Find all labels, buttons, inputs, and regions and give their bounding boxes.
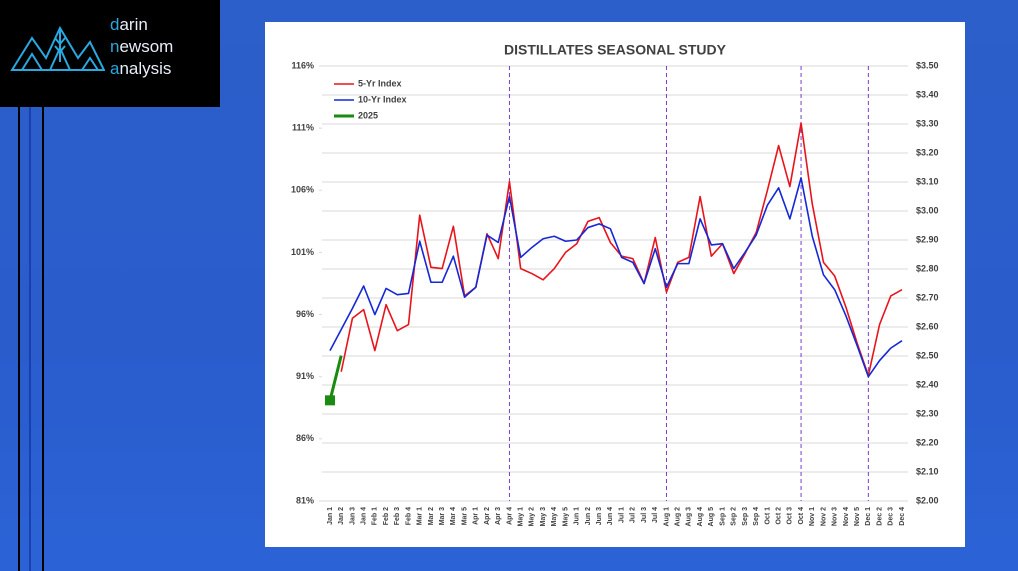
x-tick-label: Apr 1 — [473, 507, 480, 525]
x-tick-label: Mar 5 — [461, 507, 468, 525]
x-tick-label: Dec 3 — [888, 507, 895, 526]
legend-label: 2025 — [358, 110, 378, 120]
y-tick-label: 101% — [291, 247, 314, 257]
x-tick-label: May 1 — [518, 507, 525, 527]
y-tick-label: 86% — [296, 433, 314, 443]
legend-label: 5-Yr Index — [358, 78, 402, 88]
chart-panel — [265, 22, 965, 547]
x-tick-label: Apr 2 — [484, 507, 491, 525]
logo-word: analysis — [110, 59, 172, 78]
series-marker — [325, 395, 335, 406]
x-tick-label: May 2 — [529, 507, 536, 527]
x-tick-label: Sep 2 — [731, 507, 738, 526]
series-line — [328, 355, 343, 401]
y2-tick-label: $3.20 — [916, 147, 939, 157]
x-tick-label: Feb 4 — [405, 507, 412, 525]
y2-tick-label: $2.80 — [916, 263, 939, 273]
x-tick-label: Dec 1 — [865, 507, 872, 526]
x-tick-label: Oct 2 — [775, 507, 782, 525]
x-tick-label: Oct 1 — [764, 507, 771, 525]
logo: darin newsom analysis — [0, 0, 220, 107]
y2-tick-label: $2.00 — [916, 495, 939, 505]
x-tick-label: Jul 1 — [618, 507, 625, 523]
x-tick-label: May 3 — [540, 507, 547, 527]
x-tick-label: Nov 3 — [832, 507, 839, 526]
y-tick-label: 81% — [296, 495, 314, 505]
legend-label: 10-Yr Index — [358, 94, 407, 104]
x-tick-label: Aug 4 — [697, 507, 704, 527]
x-tick-label: Jan 1 — [327, 507, 334, 525]
x-tick-label: Apr 3 — [495, 507, 502, 525]
x-tick-label: Jan 2 — [338, 507, 345, 525]
x-tick-label: Aug 5 — [708, 507, 715, 527]
x-tick-label: Feb 3 — [394, 507, 401, 525]
logo-word: newsom — [110, 37, 174, 56]
logo-icon — [10, 25, 105, 71]
x-tick-label: Nov 5 — [854, 507, 861, 526]
y2-tick-label: $3.10 — [916, 176, 939, 186]
y2-tick-label: $2.60 — [916, 321, 939, 331]
x-tick-label: Mar 1 — [417, 507, 424, 525]
x-tick-label: Sep 3 — [742, 507, 749, 526]
y2-tick-label: $2.10 — [916, 466, 939, 476]
x-tick-label: Feb 1 — [372, 507, 379, 525]
x-tick-label: Dec 4 — [899, 507, 906, 526]
x-tick-label: Jul 2 — [630, 507, 637, 523]
x-tick-label: Jun 4 — [607, 507, 614, 525]
x-tick-label: Feb 2 — [383, 507, 390, 525]
y-tick-label: 116% — [291, 60, 314, 70]
y2-tick-label: $2.40 — [916, 379, 939, 389]
x-tick-label: Nov 1 — [809, 507, 816, 526]
x-tick-label: Nov 4 — [843, 507, 850, 526]
logo-word: darin — [110, 15, 148, 34]
x-tick-label: Oct 3 — [787, 507, 794, 525]
y2-tick-label: $2.90 — [916, 234, 939, 244]
x-tick-label: Apr 4 — [506, 507, 513, 525]
x-tick-label: Oct 4 — [798, 507, 805, 525]
y2-tick-label: $2.20 — [916, 437, 939, 447]
x-tick-label: Mar 4 — [450, 507, 457, 525]
x-tick-label: Jun 1 — [574, 507, 581, 525]
y-tick-label: 91% — [296, 371, 314, 381]
x-tick-label: Mar 2 — [428, 507, 435, 525]
y2-tick-label: $2.30 — [916, 408, 939, 418]
y2-tick-label: $2.50 — [916, 350, 939, 360]
x-tick-label: Nov 2 — [820, 507, 827, 526]
y-tick-label: 111% — [292, 123, 314, 133]
x-tick-label: Aug 3 — [686, 507, 693, 527]
x-tick-label: Sep 1 — [719, 507, 726, 526]
x-tick-label: Jul 3 — [641, 507, 648, 523]
y2-tick-label: $3.00 — [916, 205, 939, 215]
x-tick-label: May 5 — [562, 507, 569, 527]
x-tick-label: Aug 2 — [675, 507, 682, 527]
x-tick-label: Sep 4 — [753, 507, 760, 526]
y2-tick-label: $3.40 — [916, 89, 939, 99]
chart-title: DISTILLATES SEASONAL STUDY — [504, 42, 727, 58]
logo-text: darin newsom analysis — [110, 14, 173, 80]
x-tick-label: Aug 1 — [663, 507, 670, 527]
x-tick-label: Jul 4 — [652, 507, 659, 523]
x-tick-label: Dec 2 — [876, 507, 883, 526]
x-tick-label: Jun 2 — [585, 507, 592, 525]
x-tick-label: Jan 3 — [349, 507, 356, 525]
y2-tick-label: $2.70 — [916, 292, 939, 302]
x-tick-label: May 4 — [551, 507, 558, 527]
x-tick-label: Jun 3 — [596, 507, 603, 525]
x-tick-label: Mar 3 — [439, 507, 446, 525]
y-tick-label: 106% — [291, 185, 314, 195]
series-line — [329, 177, 903, 378]
y-tick-label: 96% — [296, 309, 314, 319]
y2-tick-label: $3.30 — [916, 118, 939, 128]
x-tick-label: Jan 4 — [360, 507, 367, 525]
y2-tick-label: $3.50 — [916, 60, 939, 70]
